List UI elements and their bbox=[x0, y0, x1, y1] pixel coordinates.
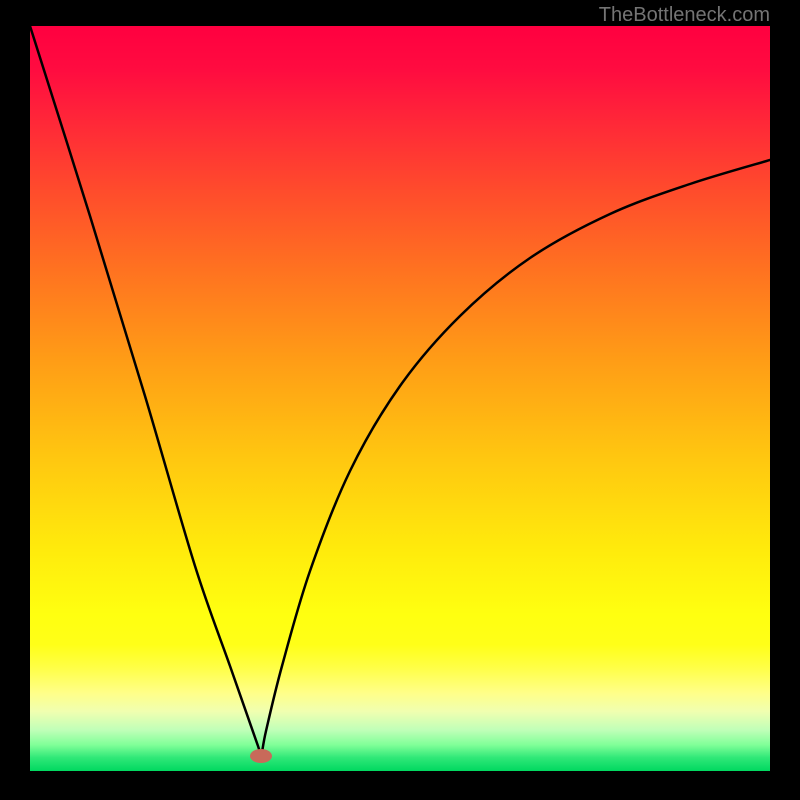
plot-area bbox=[30, 26, 770, 771]
valley-marker bbox=[250, 749, 272, 763]
chart-frame: TheBottleneck.com bbox=[0, 0, 800, 800]
chart-svg bbox=[30, 26, 770, 771]
watermark-text: TheBottleneck.com bbox=[599, 4, 770, 27]
chart-background bbox=[30, 26, 770, 771]
